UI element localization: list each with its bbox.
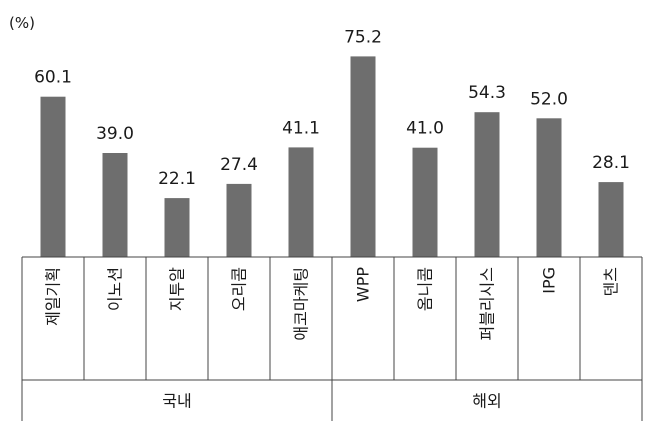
value-label-3: 27.4 bbox=[220, 155, 258, 175]
value-label-2: 22.1 bbox=[158, 169, 196, 189]
value-label-0: 60.1 bbox=[34, 68, 72, 88]
bar-7 bbox=[474, 112, 500, 257]
bar-6 bbox=[412, 147, 438, 257]
group-label-0: 국내 bbox=[162, 392, 191, 411]
value-label-8: 52.0 bbox=[530, 89, 568, 109]
value-label-1: 39.0 bbox=[96, 124, 134, 144]
bar-9 bbox=[598, 182, 624, 257]
value-label-9: 28.1 bbox=[592, 153, 630, 173]
bar-8 bbox=[536, 118, 562, 257]
category-label-2: 지투알 bbox=[168, 267, 187, 311]
axes-layer bbox=[21, 256, 643, 421]
value-label-6: 41.0 bbox=[406, 119, 444, 139]
unit-label: (%) bbox=[9, 14, 35, 32]
value-labels-layer: 60.1 39.0 22.1 27.4 41.1 75.2 41.0 54.3 52.0 28.1 bbox=[34, 27, 630, 189]
category-label-0: 제일기획 bbox=[44, 267, 63, 326]
value-label-5: 75.2 bbox=[344, 27, 382, 47]
category-label-9: 덴츠 bbox=[602, 267, 621, 296]
value-label-7: 54.3 bbox=[468, 83, 506, 103]
bars-layer bbox=[40, 56, 624, 258]
bar-2 bbox=[164, 198, 190, 257]
bar-0 bbox=[40, 96, 66, 257]
category-label-4: 애코마케팅 bbox=[292, 267, 311, 341]
group-labels-layer: 국내 해외 bbox=[162, 392, 501, 411]
category-labels-layer: 제일기획 이노션 지투알 오리콤 애코마케팅 WPP 옴니콤 퍼블리시스 IPG 덴츠 bbox=[44, 267, 621, 341]
category-label-3: 오리콤 bbox=[230, 267, 249, 311]
category-label-6: 옴니콤 bbox=[416, 267, 435, 311]
bar-5 bbox=[350, 56, 376, 258]
category-label-7: 퍼블리시스 bbox=[478, 267, 497, 341]
category-label-5: WPP bbox=[354, 267, 373, 302]
bar-4 bbox=[288, 147, 314, 257]
bar-3 bbox=[226, 183, 252, 257]
value-label-4: 41.1 bbox=[282, 118, 320, 138]
group-label-1: 해외 bbox=[472, 392, 501, 411]
category-label-8: IPG bbox=[540, 267, 559, 294]
bar-1 bbox=[102, 153, 128, 257]
category-label-1: 이노션 bbox=[106, 267, 125, 311]
